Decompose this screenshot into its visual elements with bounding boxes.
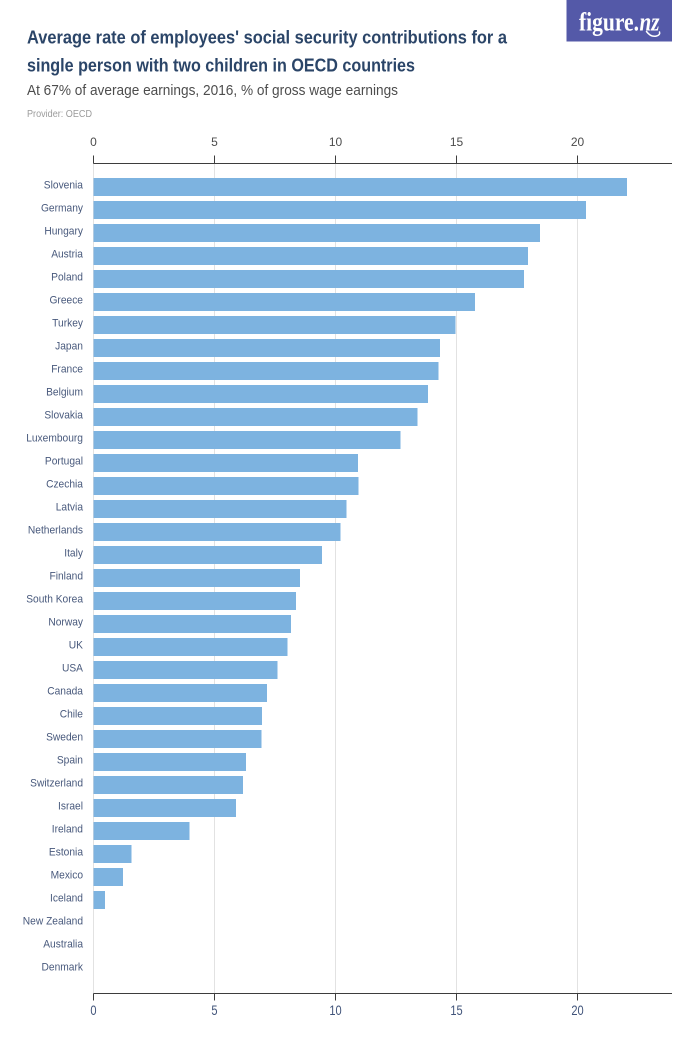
svg-text:5: 5 xyxy=(211,135,218,149)
svg-text:Latvia: Latvia xyxy=(56,501,83,513)
svg-text:USA: USA xyxy=(62,662,84,674)
svg-text:Australia: Australia xyxy=(43,938,83,950)
svg-text:Estonia: Estonia xyxy=(49,846,83,858)
svg-text:Average rate of employees' soc: Average rate of employees' social securi… xyxy=(27,27,508,48)
svg-text:Slovenia: Slovenia xyxy=(44,179,83,191)
svg-text:Hungary: Hungary xyxy=(44,225,83,237)
svg-text:Austria: Austria xyxy=(51,248,83,260)
svg-text:Turkey: Turkey xyxy=(52,317,84,329)
svg-text:Czechia: Czechia xyxy=(46,478,83,490)
svg-text:South Korea: South Korea xyxy=(26,593,83,605)
svg-text:0: 0 xyxy=(90,135,97,149)
svg-text:Canada: Canada xyxy=(47,685,83,697)
svg-text:20: 20 xyxy=(571,1003,583,1018)
svg-text:Belgium: Belgium xyxy=(46,386,83,398)
svg-text:Poland: Poland xyxy=(51,271,83,283)
svg-text:10: 10 xyxy=(329,135,343,149)
svg-text:Portugal: Portugal xyxy=(45,455,83,467)
svg-text:Israel: Israel xyxy=(58,800,83,812)
svg-text:Iceland: Iceland xyxy=(50,892,83,904)
svg-text:0: 0 xyxy=(90,1003,96,1018)
svg-text:nz: nz xyxy=(640,7,661,37)
svg-text:France: France xyxy=(51,363,83,375)
svg-text:At 67% of average earnings, 20: At 67% of average earnings, 2016, % of g… xyxy=(27,82,398,99)
svg-text:Norway: Norway xyxy=(48,616,83,628)
svg-text:20: 20 xyxy=(571,135,585,149)
svg-text:Luxembourg: Luxembourg xyxy=(26,432,83,444)
svg-text:15: 15 xyxy=(450,135,464,149)
svg-text:Slovakia: Slovakia xyxy=(44,409,83,421)
svg-text:Finland: Finland xyxy=(49,570,83,582)
svg-text:Mexico: Mexico xyxy=(51,869,83,881)
svg-text:UK: UK xyxy=(69,639,83,651)
svg-text:Denmark: Denmark xyxy=(42,961,84,973)
svg-text:5: 5 xyxy=(211,1003,217,1018)
svg-text:Sweden: Sweden xyxy=(46,731,83,743)
svg-text:Italy: Italy xyxy=(64,547,83,559)
svg-text:Netherlands: Netherlands xyxy=(28,524,83,536)
svg-text:Chile: Chile xyxy=(60,708,83,720)
svg-text:New Zealand: New Zealand xyxy=(23,915,83,927)
svg-text:Japan: Japan xyxy=(55,340,83,352)
svg-text:15: 15 xyxy=(450,1003,462,1018)
svg-text:Germany: Germany xyxy=(41,202,84,214)
svg-text:single person with two childre: single person with two children in OECD … xyxy=(27,55,415,76)
svg-text:Provider: OECD: Provider: OECD xyxy=(27,108,92,120)
svg-text:Greece: Greece xyxy=(49,294,83,306)
svg-text:10: 10 xyxy=(329,1003,341,1018)
svg-text:Ireland: Ireland xyxy=(52,823,83,835)
svg-text:Switzerland: Switzerland xyxy=(30,777,83,789)
svg-text:Spain: Spain xyxy=(57,754,83,766)
svg-text:figure.: figure. xyxy=(579,7,639,37)
